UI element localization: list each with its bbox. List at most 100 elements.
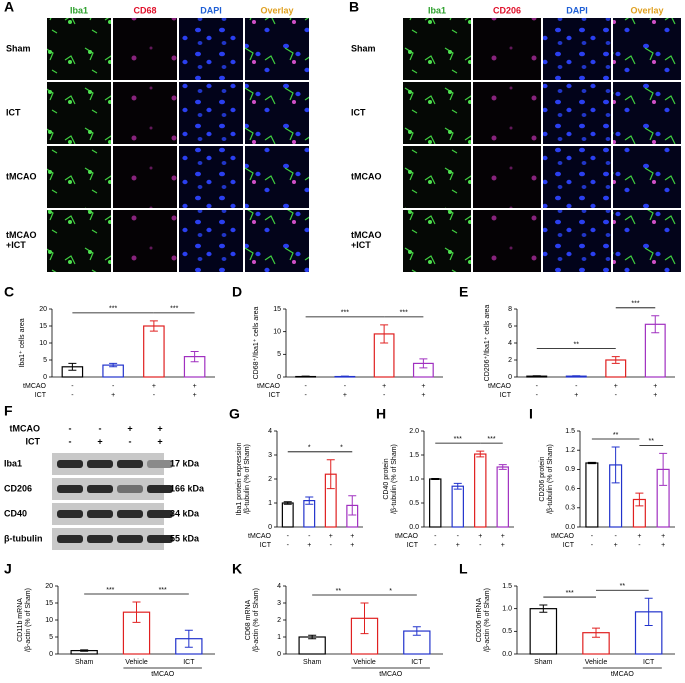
- band-name: CD206: [4, 483, 32, 493]
- row-label: tMCAO: [6, 171, 37, 181]
- row-label: tMCAO +ICT: [6, 230, 37, 250]
- error-bar: [635, 492, 644, 507]
- panel-label: A: [4, 0, 14, 15]
- micrograph: [403, 82, 471, 144]
- significance-label: *: [389, 588, 392, 595]
- bar: [143, 325, 165, 378]
- y-axis-label: CD11b mRNA: [17, 598, 24, 642]
- row-label: Sham: [351, 43, 376, 53]
- band-name: CD40: [4, 508, 27, 518]
- factor-level: -: [536, 383, 539, 390]
- micrograph: [403, 18, 471, 80]
- y-tick-label: 0.6: [565, 485, 575, 492]
- bar: [298, 636, 326, 655]
- y-tick-label: 4: [277, 583, 281, 590]
- x-tick-label: ICT: [411, 659, 423, 666]
- blot-band: [117, 510, 143, 518]
- y-tick-label: 2: [277, 617, 281, 624]
- bar: [496, 466, 509, 528]
- error-bar: [532, 375, 541, 378]
- y-tick-label: 20: [39, 306, 47, 313]
- micrograph: [473, 210, 541, 272]
- panel-label: B: [349, 0, 359, 15]
- y-tick-label: 2: [268, 476, 272, 483]
- bar: [585, 462, 599, 528]
- factor-level: -: [330, 542, 333, 549]
- y-tick-label: 0: [49, 651, 53, 658]
- factor-level: -: [434, 533, 437, 540]
- panel-label: J: [4, 561, 12, 577]
- micrograph: [543, 82, 611, 144]
- micrograph: [613, 18, 681, 80]
- y-axis-label: Iba1 protein expression: [236, 443, 243, 516]
- error-bar: [305, 496, 314, 505]
- y-tick-label: 1.5: [502, 583, 512, 590]
- micrograph: [113, 146, 177, 208]
- micrograph: [179, 82, 243, 144]
- blot-band: [87, 485, 113, 493]
- y-tick-label: 1.5: [565, 428, 575, 435]
- group-label: tMCAO: [611, 671, 635, 678]
- factor-level: +: [329, 533, 333, 540]
- micrograph: [543, 146, 611, 208]
- y-axis-label: CD68⁺/Iba1⁺ cells area: [253, 307, 260, 380]
- factor-level: -: [615, 392, 618, 399]
- y-tick-label: 0: [268, 524, 272, 531]
- column-header: Iba1: [70, 5, 88, 15]
- blot-band: [117, 485, 143, 493]
- y-axis-label: /β-tubulin (% of Sham): [547, 444, 554, 514]
- row-label: tMCAO +ICT: [351, 230, 382, 250]
- factor-level: -: [591, 542, 594, 549]
- micrograph: [613, 146, 681, 208]
- column-header: CD206: [493, 5, 521, 15]
- factor-level: +: [661, 533, 665, 540]
- y-tick-label: 2.0: [409, 428, 419, 435]
- y-tick-label: 0: [508, 374, 512, 381]
- y-tick-label: 1: [268, 500, 272, 507]
- y-tick-label: 0.0: [565, 524, 575, 531]
- y-tick-label: 0: [277, 374, 281, 381]
- y-axis-label: CD206 mRNA: [476, 598, 483, 643]
- y-axis-label: Iba1⁺ cells area: [19, 318, 26, 367]
- y-tick-label: 6: [508, 323, 512, 330]
- y-axis-label: CD68 mRNA: [245, 599, 252, 640]
- band-name: Iba1: [4, 458, 22, 468]
- factor-name: ICT: [260, 542, 272, 549]
- blot-band: [87, 460, 113, 468]
- significance-label: ***: [170, 306, 178, 313]
- panel-label: I: [529, 406, 533, 422]
- significance-label: ***: [454, 436, 462, 443]
- y-axis-label: CD40 protein: [383, 458, 390, 499]
- significance-label: **: [336, 588, 342, 595]
- error-bar: [283, 501, 292, 505]
- row-label: ICT: [351, 107, 366, 117]
- significance-label: *: [340, 445, 343, 452]
- error-bar: [644, 597, 653, 626]
- factor-level: +: [661, 542, 665, 549]
- group-label: tMCAO: [379, 671, 403, 678]
- y-tick-label: 1.0: [409, 476, 419, 483]
- panel-label: H: [376, 406, 386, 422]
- micrograph: [113, 210, 177, 272]
- error-bar: [308, 634, 317, 640]
- y-axis-label: /β-tubulin (% of Sham): [391, 444, 398, 514]
- y-tick-label: 0: [277, 651, 281, 658]
- y-tick-label: 4: [508, 340, 512, 347]
- error-bar: [348, 495, 357, 516]
- micrograph: [113, 18, 177, 80]
- y-tick-label: 1.5: [409, 452, 419, 459]
- factor-level: +: [421, 383, 425, 390]
- micrograph: [245, 210, 309, 272]
- factor-name: ICT: [35, 392, 47, 399]
- y-tick-label: 8: [508, 306, 512, 313]
- error-bar: [132, 601, 141, 623]
- micrograph: [47, 210, 111, 272]
- blot-band: [87, 535, 113, 543]
- blot-band: [87, 510, 113, 518]
- error-bar: [190, 351, 199, 363]
- y-tick-label: 1.2: [565, 447, 575, 454]
- factor-level: -: [304, 383, 307, 390]
- error-bar: [184, 629, 193, 648]
- blot-band: [57, 535, 83, 543]
- factor-level: -: [479, 542, 482, 549]
